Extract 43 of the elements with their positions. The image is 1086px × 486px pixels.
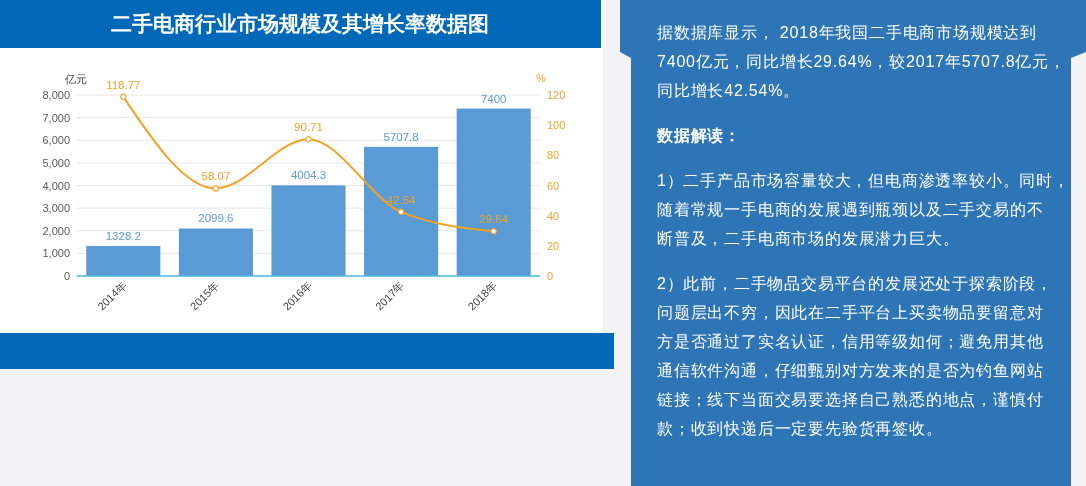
y2-axis-title: %	[536, 72, 547, 84]
bar	[456, 108, 531, 276]
data-label: 90.71	[294, 121, 323, 134]
y2-tick-label: 120	[547, 89, 566, 101]
data-label: 1328.2	[105, 229, 141, 242]
data-label: 5707.8	[383, 130, 419, 143]
text: 据数据库显示， 2018年我国二手电商市场规模达到7400亿元，同比增长29.64%，较2017年5707.8亿元，同比增长42.54%。	[657, 24, 1066, 99]
chart-title: 二手电商行业市场规模及其增长率数据图	[111, 12, 489, 35]
y-tick-label: 4,000	[42, 179, 70, 192]
y-tick-label: 6,000	[42, 134, 70, 147]
y-tick-label: 1,000	[42, 247, 70, 260]
y2-tick-label: 40	[547, 209, 560, 222]
point	[212, 185, 220, 192]
bar	[86, 245, 161, 276]
y-tick-label: 0	[63, 270, 70, 282]
text: 数据解读：	[656, 127, 741, 144]
point	[120, 93, 127, 101]
y-tick-label: 8,000	[42, 89, 70, 101]
data-label: 42.54	[386, 193, 417, 206]
bar	[364, 146, 439, 276]
y2-tick-label: 60	[547, 179, 560, 192]
y-tick-label: 2,000	[42, 224, 70, 237]
bar	[271, 185, 346, 276]
data-label: 118.77	[106, 78, 141, 91]
y2-tick-label: 80	[547, 149, 560, 162]
bar	[178, 228, 253, 276]
data-label: 4004.3	[290, 169, 327, 182]
data-label: 7400	[480, 92, 507, 105]
y2-tick-label: 100	[547, 119, 566, 132]
text: 1）二手产品市场容量较大，但电商渗透率较小。同时，随着常规一手电商的发展遇到瓶颈以及二手交易的不断普及，二手电商市场的发展潜力巨大。	[657, 172, 1070, 247]
y-axis-title: 亿元	[64, 73, 87, 85]
y2-tick-label: 20	[547, 239, 560, 252]
y2-tick-label: 0	[547, 270, 554, 282]
y-tick-label: 7,000	[42, 111, 70, 124]
y-tick-label: 5,000	[42, 156, 70, 169]
data-label: 58.07	[201, 170, 231, 183]
data-label: 29.64	[479, 213, 509, 226]
text: 2）此前，二手物品交易平台的发展还处于探索阶段，问题层出不穷，因此在二手平台上买卖物品要留意对方是否通过了实名认证，信用等级如何；避免用其他通信软件沟通，仔细甄别对方发来的是否为钓鱼网站链接；线下当面交易要选择自己熟悉的地点，谨慎付款；收到快递后一定要先验货再签收。	[656, 275, 1054, 437]
y-tick-label: 3,000	[42, 202, 70, 215]
point	[490, 228, 497, 235]
data-label: 2099.6	[198, 212, 234, 225]
point	[305, 135, 312, 143]
point	[397, 208, 405, 216]
